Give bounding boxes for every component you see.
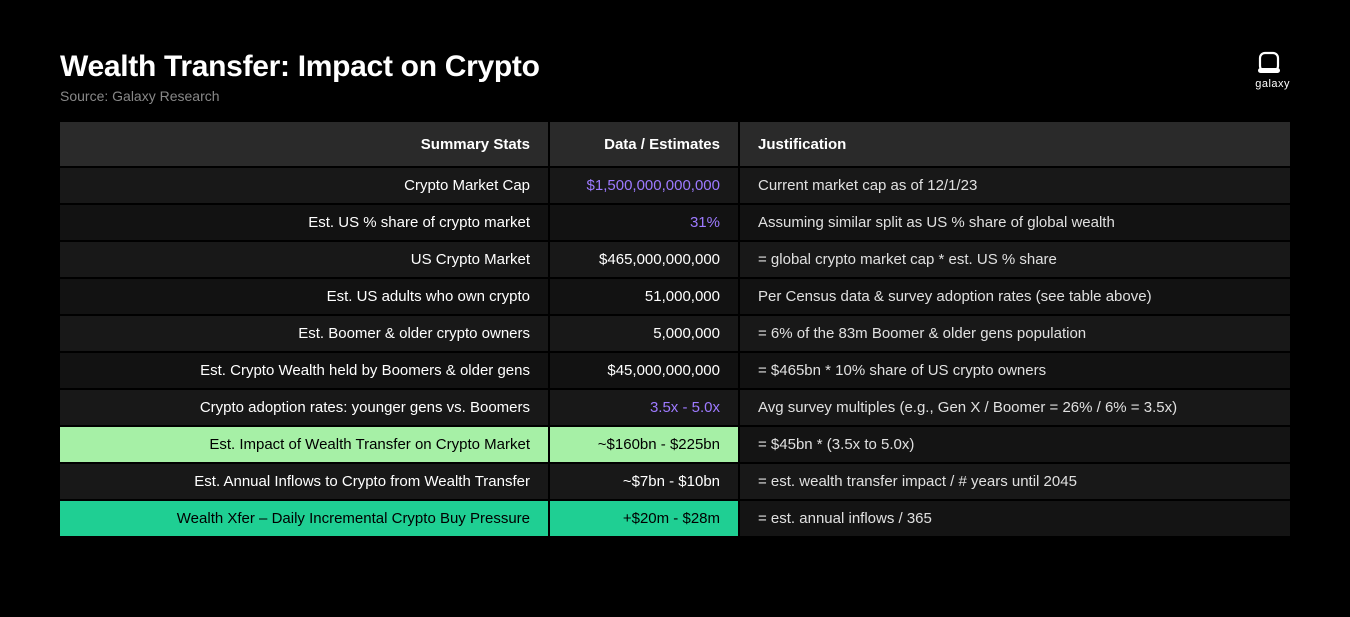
- cell-summary: Est. US % share of crypto market: [60, 205, 550, 240]
- wealth-transfer-table: Summary Stats Data / Estimates Justifica…: [60, 120, 1290, 538]
- col-header-data: Data / Estimates: [550, 122, 740, 166]
- cell-data: $1,500,000,000,000: [550, 168, 740, 203]
- cell-data: 51,000,000: [550, 279, 740, 314]
- table-row: Est. US adults who own crypto51,000,000P…: [60, 279, 1290, 314]
- cell-summary: Est. US adults who own crypto: [60, 279, 550, 314]
- table-row: Est. Crypto Wealth held by Boomers & old…: [60, 353, 1290, 388]
- cell-justification: Assuming similar split as US % share of …: [740, 205, 1290, 240]
- cell-justification: Avg survey multiples (e.g., Gen X / Boom…: [740, 390, 1290, 425]
- cell-summary: Wealth Xfer – Daily Incremental Crypto B…: [60, 501, 550, 536]
- cell-data: $45,000,000,000: [550, 353, 740, 388]
- cell-summary: Est. Crypto Wealth held by Boomers & old…: [60, 353, 550, 388]
- brand-name: galaxy: [1255, 78, 1290, 90]
- cell-summary: US Crypto Market: [60, 242, 550, 277]
- cell-summary: Est. Boomer & older crypto owners: [60, 316, 550, 351]
- table-header-row: Summary Stats Data / Estimates Justifica…: [60, 122, 1290, 166]
- table-row: Crypto adoption rates: younger gens vs. …: [60, 390, 1290, 425]
- cell-data: ~$7bn - $10bn: [550, 464, 740, 499]
- cell-summary: Crypto adoption rates: younger gens vs. …: [60, 390, 550, 425]
- page-title: Wealth Transfer: Impact on Crypto: [60, 50, 1290, 84]
- cell-summary: Est. Annual Inflows to Crypto from Wealt…: [60, 464, 550, 499]
- galaxy-logo-icon: [1255, 50, 1283, 76]
- cell-data: +$20m - $28m: [550, 501, 740, 536]
- col-header-justification: Justification: [740, 122, 1290, 166]
- cell-justification: = $45bn * (3.5x to 5.0x): [740, 427, 1290, 462]
- brand-logo: galaxy: [1255, 50, 1290, 90]
- cell-justification: = global crypto market cap * est. US % s…: [740, 242, 1290, 277]
- cell-justification: Current market cap as of 12/1/23: [740, 168, 1290, 203]
- cell-data: 5,000,000: [550, 316, 740, 351]
- source-line: Source: Galaxy Research: [60, 88, 1290, 104]
- cell-data: $465,000,000,000: [550, 242, 740, 277]
- table-row: Est. Annual Inflows to Crypto from Wealt…: [60, 464, 1290, 499]
- cell-justification: = $465bn * 10% share of US crypto owners: [740, 353, 1290, 388]
- col-header-summary: Summary Stats: [60, 122, 550, 166]
- cell-justification: = est. wealth transfer impact / # years …: [740, 464, 1290, 499]
- cell-summary: Crypto Market Cap: [60, 168, 550, 203]
- cell-justification: Per Census data & survey adoption rates …: [740, 279, 1290, 314]
- cell-data: 3.5x - 5.0x: [550, 390, 740, 425]
- table-row: Wealth Xfer – Daily Incremental Crypto B…: [60, 501, 1290, 536]
- table-row: Est. US % share of crypto market31%Assum…: [60, 205, 1290, 240]
- table-row: Est. Boomer & older crypto owners5,000,0…: [60, 316, 1290, 351]
- table-row: Crypto Market Cap$1,500,000,000,000Curre…: [60, 168, 1290, 203]
- table-row: Est. Impact of Wealth Transfer on Crypto…: [60, 427, 1290, 462]
- cell-justification: = est. annual inflows / 365: [740, 501, 1290, 536]
- cell-data: ~$160bn - $225bn: [550, 427, 740, 462]
- cell-summary: Est. Impact of Wealth Transfer on Crypto…: [60, 427, 550, 462]
- cell-data: 31%: [550, 205, 740, 240]
- table-row: US Crypto Market$465,000,000,000= global…: [60, 242, 1290, 277]
- cell-justification: = 6% of the 83m Boomer & older gens popu…: [740, 316, 1290, 351]
